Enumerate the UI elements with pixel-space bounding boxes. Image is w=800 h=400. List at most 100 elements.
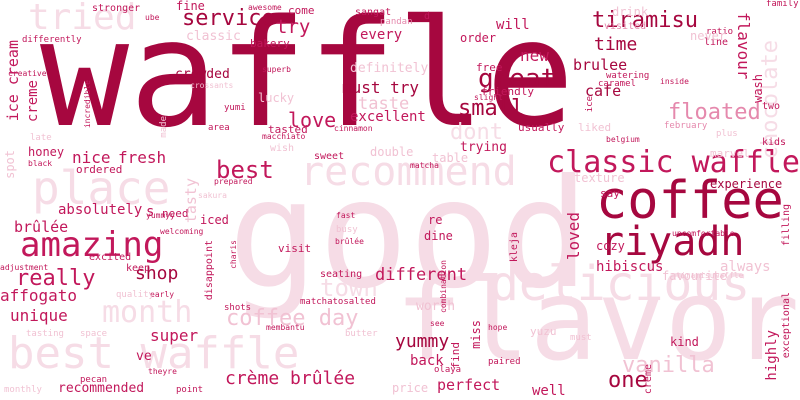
cloud-word: tried: [28, 0, 137, 38]
cloud-word: crème brûlée: [225, 368, 356, 389]
cloud-word: two: [762, 101, 781, 112]
cloud-word: try: [276, 16, 311, 38]
cloud-word: super: [150, 326, 199, 345]
cloud-word: trying: [460, 140, 507, 155]
cloud-word: best waffle: [8, 328, 300, 379]
cloud-word: crowded: [175, 67, 230, 82]
cloud-word: sangat: [355, 7, 392, 18]
cloud-word: uncomfortable: [672, 229, 735, 238]
cloud-word: time: [594, 34, 638, 55]
cloud-word: hope: [488, 323, 508, 332]
cloud-word: olaya: [434, 365, 462, 375]
cloud-word: watering: [606, 71, 650, 81]
cloud-word: inside: [660, 77, 689, 86]
cloud-word: never: [690, 29, 727, 43]
cloud-word: sakura: [198, 191, 227, 200]
cloud-word: matchatosalted: [300, 297, 376, 307]
cloud-word: exceptional: [781, 292, 792, 359]
cloud-word: delicious: [490, 256, 751, 312]
cloud-word: slight: [474, 93, 503, 102]
cloud-word: classic waffle: [547, 145, 800, 180]
cloud-word: ice cream: [4, 40, 22, 122]
cloud-word: perfect: [437, 376, 501, 394]
cloud-word: shots: [224, 303, 252, 313]
cloud-word: affogato: [0, 286, 78, 305]
cloud-word: early: [150, 290, 175, 299]
cloud-word: sweet: [314, 151, 345, 162]
cloud-word: brûlée: [14, 218, 69, 236]
cloud-word: visited: [604, 21, 647, 32]
cloud-word: bakery: [250, 37, 290, 50]
cloud-word: line: [704, 37, 729, 48]
cloud-word: coffee day: [226, 306, 359, 331]
cloud-word: paired: [488, 357, 521, 367]
cloud-word: absolutely: [58, 202, 143, 218]
cloud-word: floated: [668, 100, 761, 125]
cloud-word: seating: [320, 269, 363, 280]
cloud-word: favourite: [662, 269, 728, 283]
cloud-word: definitely: [350, 61, 429, 76]
cloud-word: point: [176, 385, 204, 395]
cloud-word: brulee: [573, 56, 628, 74]
cloud-word: new: [520, 46, 549, 65]
cloud-word: kleja: [509, 232, 520, 263]
cloud-word: service: [182, 6, 275, 31]
cloud-word: dont: [450, 120, 503, 145]
cloud-word: re: [428, 213, 443, 227]
cloud-word: family: [766, 0, 799, 9]
cloud-word: marvel: [710, 147, 750, 160]
cloud-word: d: [424, 11, 431, 22]
cloud-word: loved: [564, 212, 583, 261]
cloud-word: vanilla: [622, 353, 715, 378]
cloud-word: welcoming: [160, 227, 204, 236]
cloud-word: nice: [72, 148, 111, 167]
cloud-word: brûlée: [335, 237, 364, 246]
cloud-word: need: [162, 207, 189, 220]
cloud-word: one: [608, 368, 648, 393]
cloud-word: pandan: [380, 17, 413, 27]
cloud-word: creme: [25, 80, 41, 123]
cloud-word: space: [80, 329, 108, 339]
cloud-word: miss: [469, 320, 483, 349]
cloud-word: superb: [262, 65, 291, 74]
cloud-word: tiramisuwaffle: [676, 271, 744, 280]
cloud-word: small: [458, 96, 525, 121]
cloud-word: plus: [716, 129, 738, 139]
cloud-word: filling: [781, 204, 792, 247]
cloud-word: amazing: [20, 225, 164, 265]
cloud-word: ve: [136, 349, 152, 364]
cloud-word: love: [288, 108, 337, 132]
cloud-word: place: [32, 161, 171, 215]
cloud-word: macchiato: [262, 132, 306, 141]
cloud-word: disappoint: [204, 240, 215, 301]
cloud-word: must: [570, 333, 592, 343]
cloud-word: must try: [342, 78, 420, 97]
cloud-word: order: [460, 31, 497, 45]
cloud-word: ratio: [706, 27, 734, 37]
cloud-word: ube: [145, 13, 160, 22]
cloud-word: worth: [416, 299, 456, 314]
cloud-word: creative: [8, 69, 47, 78]
cloud-word: liked: [578, 121, 612, 134]
cloud-word: excellent: [350, 109, 426, 125]
cloud-word: monthly: [4, 385, 42, 395]
cloud-word: area: [208, 123, 230, 133]
cloud-word: usually: [518, 121, 565, 134]
cloud-word: ice: [585, 96, 595, 113]
cloud-word: come: [288, 4, 315, 17]
cloud-word: flavour: [734, 12, 753, 80]
cloud-word: taste: [358, 94, 410, 114]
cloud-word: matcha: [410, 161, 439, 170]
cloud-word: spot: [3, 150, 17, 179]
cloud-word: riyadh: [600, 219, 745, 265]
cloud-word: highly: [764, 330, 780, 381]
cloud-word: really: [16, 266, 96, 291]
cloud-word: combination: [439, 260, 448, 313]
cloud-word: town: [320, 274, 378, 302]
cloud-word: fast: [336, 211, 356, 220]
cloud-word: visit: [278, 242, 312, 255]
cloud-word: wash: [751, 74, 765, 103]
cloud-word: honey: [28, 145, 65, 159]
cloud-word: prepared: [214, 177, 253, 186]
